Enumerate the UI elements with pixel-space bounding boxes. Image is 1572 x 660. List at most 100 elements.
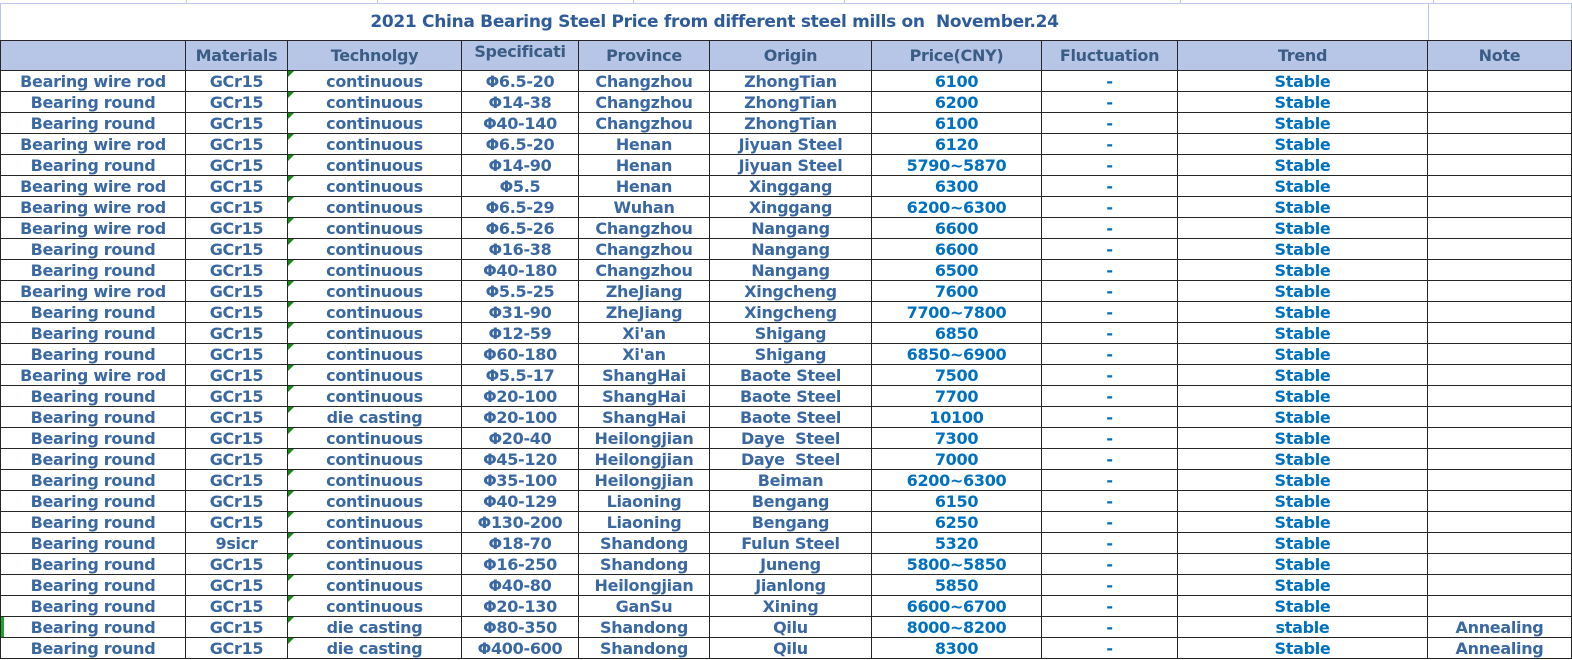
cell-price[interactable]: 7700 [872,386,1042,407]
cell-materials[interactable]: GCr15 [186,176,288,197]
cell-province[interactable]: Xi'an [579,323,710,344]
cell-trend[interactable]: Stable [1178,428,1428,449]
col-header-technology[interactable]: Technolgy [288,41,462,71]
cell-specification[interactable]: Φ40-140 [462,113,579,134]
cell-trend[interactable]: Stable [1178,113,1428,134]
cell-origin[interactable]: Baote Steel [710,386,872,407]
cell-note[interactable] [1428,92,1572,113]
cell-province[interactable]: Liaoning [579,491,710,512]
cell-province[interactable]: Liaoning [579,512,710,533]
cell-trend[interactable]: Stable [1178,512,1428,533]
cell-materials[interactable]: GCr15 [186,323,288,344]
cell-technology[interactable]: continuous [288,449,462,470]
cell-note[interactable] [1428,176,1572,197]
cell-origin[interactable]: Shigang [710,323,872,344]
cell-specification[interactable]: Φ12-59 [462,323,579,344]
cell-origin[interactable]: ZhongTian [710,71,872,92]
cell-specification[interactable]: Φ6.5-29 [462,197,579,218]
cell-note[interactable] [1428,134,1572,155]
cell-materials[interactable]: GCr15 [186,155,288,176]
cell-price[interactable]: 7600 [872,281,1042,302]
cell-fluctuation[interactable]: - [1042,407,1178,428]
cell-fluctuation[interactable]: - [1042,638,1178,659]
cell-trend[interactable]: Stable [1178,281,1428,302]
cell-materials[interactable]: GCr15 [186,386,288,407]
cell-price[interactable]: 5800~5850 [872,554,1042,575]
cell-fluctuation[interactable]: - [1042,344,1178,365]
cell-fluctuation[interactable]: - [1042,386,1178,407]
cell-province[interactable]: Xi'an [579,344,710,365]
cell-note[interactable] [1428,407,1572,428]
cell-product[interactable]: Bearing round [0,428,186,449]
cell-fluctuation[interactable]: - [1042,617,1178,638]
cell-price[interactable]: 7000 [872,449,1042,470]
cell-origin[interactable]: Baote Steel [710,407,872,428]
cell-price[interactable]: 6850~6900 [872,344,1042,365]
cell-technology[interactable]: continuous [288,113,462,134]
cell-trend[interactable]: Stable [1178,386,1428,407]
cell-note[interactable] [1428,491,1572,512]
cell-materials[interactable]: GCr15 [186,449,288,470]
col-header-specification[interactable]: Specificati [462,41,579,71]
cell-technology[interactable]: die casting [288,407,462,428]
cell-technology[interactable]: continuous [288,134,462,155]
cell-product[interactable]: Bearing round [0,617,186,638]
cell-province[interactable]: Heilongjian [579,575,710,596]
cell-price[interactable]: 6120 [872,134,1042,155]
cell-note[interactable] [1428,428,1572,449]
cell-technology[interactable]: die casting [288,638,462,659]
cell-province[interactable]: Heilongjian [579,449,710,470]
cell-fluctuation[interactable]: - [1042,71,1178,92]
cell-product[interactable]: Bearing round [0,491,186,512]
cell-price[interactable]: 6250 [872,512,1042,533]
cell-origin[interactable]: Shigang [710,344,872,365]
cell-specification[interactable]: Φ35-100 [462,470,579,491]
cell-materials[interactable]: GCr15 [186,113,288,134]
cell-specification[interactable]: Φ6.5-20 [462,134,579,155]
cell-fluctuation[interactable]: - [1042,197,1178,218]
cell-technology[interactable]: continuous [288,512,462,533]
cell-note[interactable] [1428,386,1572,407]
cell-materials[interactable]: 9sicr [186,533,288,554]
cell-materials[interactable]: GCr15 [186,134,288,155]
cell-product[interactable]: Bearing wire rod [0,218,186,239]
cell-trend[interactable]: Stable [1178,596,1428,617]
cell-price[interactable]: 6300 [872,176,1042,197]
cell-trend[interactable]: Stable [1178,260,1428,281]
cell-province[interactable]: ShangHai [579,407,710,428]
cell-trend[interactable]: Stable [1178,218,1428,239]
cell-province[interactable]: Changzhou [579,92,710,113]
cell-price[interactable]: 6200 [872,92,1042,113]
cell-technology[interactable]: continuous [288,491,462,512]
cell-product[interactable]: Bearing wire rod [0,134,186,155]
cell-fluctuation[interactable]: - [1042,554,1178,575]
cell-trend[interactable]: Stable [1178,470,1428,491]
cell-note[interactable] [1428,554,1572,575]
col-header-product[interactable] [0,41,186,71]
cell-price[interactable]: 6200~6300 [872,470,1042,491]
cell-note[interactable] [1428,596,1572,617]
cell-trend[interactable]: Stable [1178,533,1428,554]
cell-materials[interactable]: GCr15 [186,218,288,239]
cell-price[interactable]: 6600 [872,218,1042,239]
cell-materials[interactable]: GCr15 [186,344,288,365]
cell-technology[interactable]: continuous [288,428,462,449]
cell-technology[interactable]: continuous [288,281,462,302]
cell-fluctuation[interactable]: - [1042,113,1178,134]
cell-technology[interactable]: continuous [288,365,462,386]
cell-technology[interactable]: continuous [288,260,462,281]
col-header-note[interactable]: Note [1428,41,1572,71]
cell-province[interactable]: ShangHai [579,386,710,407]
cell-price[interactable]: 5790~5870 [872,155,1042,176]
cell-product[interactable]: Bearing round [0,386,186,407]
page-title[interactable]: 2021 China Bearing Steel Price from diff… [0,4,1428,40]
cell-technology[interactable]: continuous [288,344,462,365]
cell-origin[interactable]: Juneng [710,554,872,575]
cell-product[interactable]: Bearing wire rod [0,71,186,92]
cell-province[interactable]: Henan [579,176,710,197]
cell-fluctuation[interactable]: - [1042,491,1178,512]
cell-origin[interactable]: ZhongTian [710,92,872,113]
cell-technology[interactable]: continuous [288,386,462,407]
cell-technology[interactable]: continuous [288,533,462,554]
cell-product[interactable]: Bearing wire rod [0,365,186,386]
